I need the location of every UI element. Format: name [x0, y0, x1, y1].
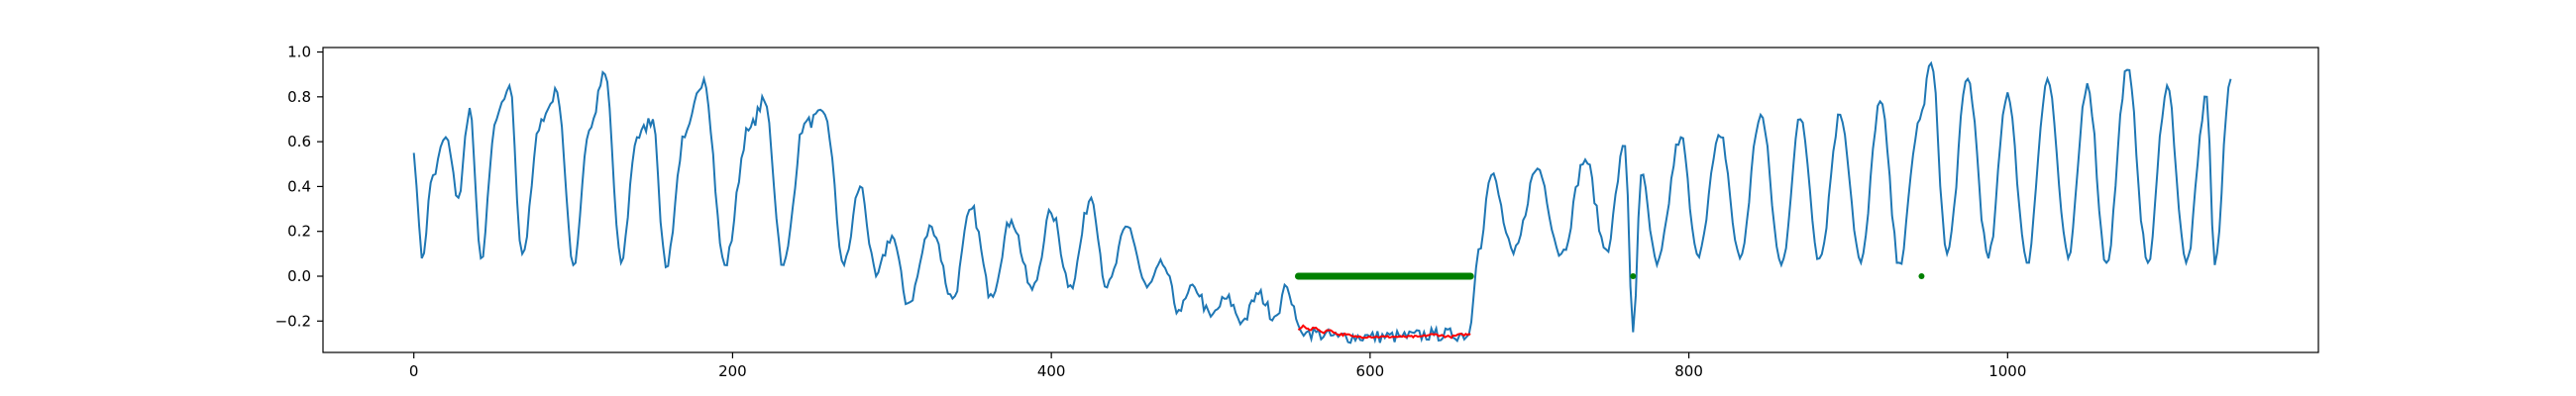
x-tick-label: 800	[1674, 362, 1703, 380]
x-axis: 0 200 400 600 800 1000	[409, 352, 2026, 380]
x-tick-label: 200	[718, 362, 747, 380]
x-tick-label: 600	[1356, 362, 1385, 380]
x-tick-label: 0	[409, 362, 419, 380]
plot-area	[412, 60, 2232, 345]
marker-point	[1630, 273, 1637, 279]
y-tick-label: 0.4	[287, 177, 311, 195]
y-axis: −0.2 0.0 0.2 0.4 0.6 0.8 1.0	[275, 44, 323, 330]
x-tick-label: 400	[1037, 362, 1066, 380]
imputed-series-line	[1297, 324, 1471, 340]
y-tick-label: 0.6	[287, 133, 311, 150]
y-tick-label: 0.2	[287, 223, 311, 241]
y-tick-label: 0.0	[287, 267, 311, 285]
marker-point	[1918, 273, 1925, 279]
y-tick-label: 1.0	[287, 44, 311, 61]
y-tick-label: −0.2	[275, 312, 311, 330]
axes-frame	[322, 47, 2319, 353]
x-tick-label: 1000	[1988, 362, 2026, 380]
y-tick-label: 0.8	[287, 88, 311, 106]
signal-series-line	[412, 60, 2232, 345]
